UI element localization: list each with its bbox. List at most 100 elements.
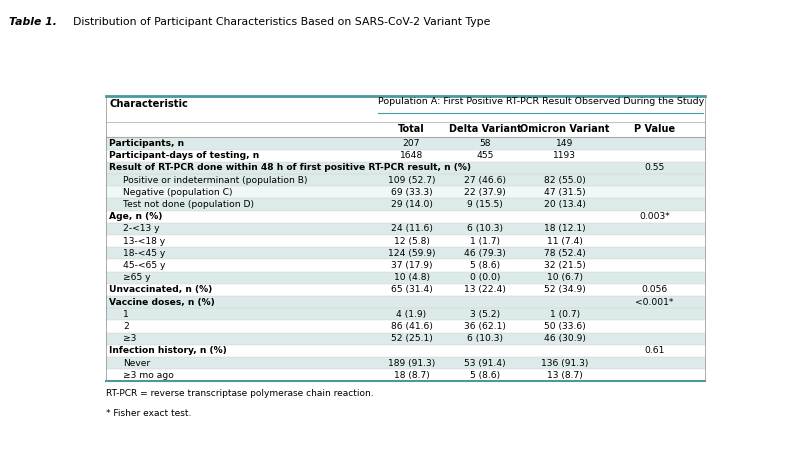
Text: 12 (5.8): 12 (5.8)	[394, 237, 430, 246]
Text: Population A: First Positive RT-PCR Result Observed During the Study: Population A: First Positive RT-PCR Resu…	[378, 98, 704, 107]
Text: * Fisher exact test.: * Fisher exact test.	[106, 409, 191, 418]
Text: 46 (79.3): 46 (79.3)	[464, 249, 506, 258]
Bar	[106, 247, 705, 259]
Bar	[106, 223, 705, 235]
Bar	[106, 162, 705, 174]
Text: Test not done (population D): Test not done (population D)	[123, 200, 254, 209]
Text: 52 (25.1): 52 (25.1)	[391, 334, 433, 343]
Text: 53 (91.4): 53 (91.4)	[464, 359, 506, 367]
Text: Infection history, n (%): Infection history, n (%)	[109, 347, 227, 356]
Text: 13 (22.4): 13 (22.4)	[464, 286, 506, 295]
Bar	[106, 235, 705, 247]
Bar	[106, 369, 705, 381]
Bar	[106, 296, 705, 308]
Text: Positive or indeterminant (population B): Positive or indeterminant (population B)	[123, 176, 307, 185]
Bar	[106, 149, 705, 162]
Text: 2: 2	[123, 322, 129, 331]
Bar	[106, 272, 705, 284]
Text: ≥3 mo ago: ≥3 mo ago	[123, 371, 174, 380]
Text: 5 (8.6): 5 (8.6)	[470, 371, 500, 380]
Text: 52 (34.9): 52 (34.9)	[544, 286, 585, 295]
Text: 10 (6.7): 10 (6.7)	[547, 273, 583, 282]
Bar	[106, 186, 705, 198]
Bar	[106, 210, 705, 223]
Text: Vaccine doses, n (%): Vaccine doses, n (%)	[109, 298, 215, 307]
Text: Participant-days of testing, n: Participant-days of testing, n	[109, 151, 259, 160]
Text: 29 (14.0): 29 (14.0)	[391, 200, 433, 209]
Text: 11 (7.4): 11 (7.4)	[547, 237, 583, 246]
Bar	[106, 198, 705, 210]
Text: 50 (33.6): 50 (33.6)	[544, 322, 585, 331]
Text: 18 (12.1): 18 (12.1)	[544, 224, 585, 233]
Text: 18 (8.7): 18 (8.7)	[394, 371, 430, 380]
Text: 10 (4.8): 10 (4.8)	[393, 273, 430, 282]
Text: 455: 455	[476, 151, 494, 160]
Text: 0.61: 0.61	[645, 347, 664, 356]
Bar	[106, 174, 705, 186]
Text: 1648: 1648	[400, 151, 423, 160]
Text: 136 (91.3): 136 (91.3)	[541, 359, 589, 367]
Text: 149: 149	[556, 139, 573, 148]
Text: 36 (62.1): 36 (62.1)	[464, 322, 506, 331]
Bar	[106, 284, 705, 296]
Text: 82 (55.0): 82 (55.0)	[544, 176, 585, 185]
Text: 27 (46.6): 27 (46.6)	[464, 176, 506, 185]
Text: 18-<45 y: 18-<45 y	[123, 249, 165, 258]
Text: 6 (10.3): 6 (10.3)	[467, 224, 503, 233]
Text: Total: Total	[398, 124, 425, 134]
Text: 189 (91.3): 189 (91.3)	[388, 359, 435, 367]
Text: 2-<13 y: 2-<13 y	[123, 224, 159, 233]
Text: Distribution of Participant Characteristics Based on SARS-CoV-2 Variant Type: Distribution of Participant Characterist…	[66, 17, 491, 27]
Text: 4 (1.9): 4 (1.9)	[396, 310, 426, 319]
Text: 78 (52.4): 78 (52.4)	[544, 249, 585, 258]
Text: 46 (30.9): 46 (30.9)	[544, 334, 585, 343]
Bar	[106, 122, 705, 138]
Bar	[106, 357, 705, 369]
Text: Participants, n: Participants, n	[109, 139, 184, 148]
Bar	[106, 320, 705, 333]
Text: 109 (52.7): 109 (52.7)	[388, 176, 435, 185]
Text: 3 (5.2): 3 (5.2)	[470, 310, 500, 319]
Text: Result of RT-PCR done within 48 h of first positive RT-PCR result, n (%): Result of RT-PCR done within 48 h of fir…	[109, 163, 471, 172]
Text: 45-<65 y: 45-<65 y	[123, 261, 165, 270]
Bar	[106, 259, 705, 272]
Text: 69 (33.3): 69 (33.3)	[391, 188, 433, 197]
Bar	[106, 308, 705, 320]
Text: P Value: P Value	[634, 124, 676, 134]
Text: 37 (17.9): 37 (17.9)	[391, 261, 432, 270]
Bar	[106, 138, 705, 149]
Text: ≥3: ≥3	[123, 334, 136, 343]
Text: Negative (population C): Negative (population C)	[123, 188, 233, 197]
Text: 13 (8.7): 13 (8.7)	[547, 371, 583, 380]
Text: 5 (8.6): 5 (8.6)	[470, 261, 500, 270]
Text: 65 (31.4): 65 (31.4)	[391, 286, 433, 295]
Text: RT-PCR = reverse transcriptase polymerase chain reaction.: RT-PCR = reverse transcriptase polymeras…	[106, 389, 374, 398]
Text: 6 (10.3): 6 (10.3)	[467, 334, 503, 343]
Text: 20 (13.4): 20 (13.4)	[544, 200, 585, 209]
Text: 124 (59.9): 124 (59.9)	[388, 249, 435, 258]
Text: Age, n (%): Age, n (%)	[109, 212, 163, 221]
Text: 24 (11.6): 24 (11.6)	[391, 224, 433, 233]
Text: ≥65 y: ≥65 y	[123, 273, 150, 282]
Text: 9 (15.5): 9 (15.5)	[467, 200, 503, 209]
Bar	[106, 345, 705, 357]
Text: Characteristic: Characteristic	[109, 99, 188, 109]
Text: Delta Variant: Delta Variant	[448, 124, 521, 134]
Bar	[106, 333, 705, 345]
Text: 0.003*: 0.003*	[639, 212, 670, 221]
Text: 58: 58	[479, 139, 491, 148]
Text: 0.55: 0.55	[645, 163, 664, 172]
Text: Unvaccinated, n (%): Unvaccinated, n (%)	[109, 286, 213, 295]
Text: Never: Never	[123, 359, 150, 367]
Text: 1193: 1193	[553, 151, 577, 160]
Text: Table 1.: Table 1.	[9, 17, 58, 27]
Text: 1: 1	[123, 310, 128, 319]
Text: 13-<18 y: 13-<18 y	[123, 237, 165, 246]
Text: 0.056: 0.056	[642, 286, 668, 295]
Text: 207: 207	[403, 139, 420, 148]
Text: 47 (31.5): 47 (31.5)	[544, 188, 585, 197]
Text: 32 (21.5): 32 (21.5)	[544, 261, 585, 270]
Text: 0 (0.0): 0 (0.0)	[470, 273, 500, 282]
Text: 1 (1.7): 1 (1.7)	[470, 237, 500, 246]
Text: Omicron Variant: Omicron Variant	[520, 124, 609, 134]
